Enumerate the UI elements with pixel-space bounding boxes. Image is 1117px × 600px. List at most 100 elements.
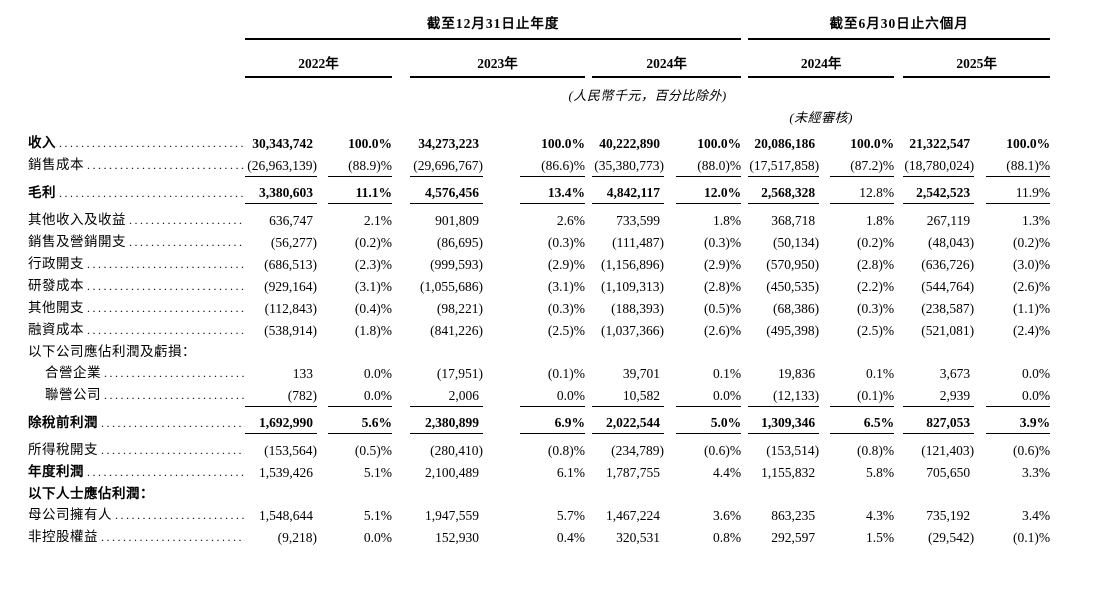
value-cell: (35,380,773) (592, 154, 664, 177)
percent-cell: 100.0% (697, 136, 742, 151)
percent-cell: (87.2)% (830, 154, 895, 177)
percent-cell: 5.1% (363, 508, 392, 523)
percent-cell: 0.0% (1022, 366, 1051, 381)
column-gap (819, 231, 830, 253)
percent-cell: (0.3)% (857, 301, 895, 316)
value-cell: (538,914) (264, 323, 317, 338)
column-gap (819, 362, 830, 384)
percent-cell: 12.0% (676, 181, 742, 204)
spacer-cell (28, 46, 245, 77)
percent-cell: (0.5)% (354, 443, 392, 458)
value-cell: (112,843) (264, 301, 317, 316)
column-gap (741, 275, 748, 297)
value-cell (748, 341, 819, 362)
financial-statement-page: 截至12月31日止年度 截至6月30日止六個月 2022年 2023年 2024… (28, 12, 1051, 548)
column-gap (894, 341, 903, 362)
table-row: 其他開支....................................… (28, 297, 1050, 319)
column-gap (664, 341, 676, 362)
year-column-header: 2022年 (245, 46, 392, 78)
percent-cell (676, 483, 741, 504)
column-gap (392, 297, 410, 319)
column-gap (585, 154, 592, 176)
column-gap (819, 132, 830, 154)
value-cell: 863,235 (771, 508, 816, 523)
column-gap (741, 483, 748, 504)
income-statement-table: 截至12月31日止年度 截至6月30日止六個月 2022年 2023年 2024… (28, 12, 1051, 548)
dot-leader: ........................................… (115, 508, 245, 522)
column-gap (585, 132, 592, 154)
value-cell: 2,939 (903, 384, 975, 407)
value-cell: 2,100,489 (425, 465, 479, 480)
column-gap (664, 209, 676, 231)
table-row: 非控股權益...................................… (28, 526, 1050, 548)
column-gap (819, 384, 830, 406)
year-column-header: 2024年 (592, 46, 742, 78)
value-cell (410, 341, 483, 362)
percent-cell: (2.2)% (857, 279, 895, 294)
percent-cell: 3.4% (1022, 508, 1051, 523)
table-row: 年度利潤....................................… (28, 461, 1050, 483)
percent-cell: 100.0% (541, 136, 585, 151)
column-gap (483, 253, 520, 275)
unit-note-row: (人民幣千元，百分比除外) (28, 77, 1050, 104)
column-gap (585, 253, 592, 275)
column-gap (894, 483, 903, 504)
row-label-cell: 合營企業....................................… (28, 362, 245, 384)
column-gap (483, 275, 520, 297)
column-gap (974, 504, 986, 526)
column-gap (585, 384, 592, 406)
value-cell: 30,343,742 (252, 136, 313, 151)
table-row: 銷售及營銷開支.................................… (28, 231, 1050, 253)
value-cell: (50,134) (773, 235, 820, 250)
column-gap (585, 297, 592, 319)
column-gap (894, 231, 903, 253)
percent-cell: (2.6)% (1013, 279, 1051, 294)
row-label: 非控股權益 (28, 529, 98, 544)
dot-leader: ........................................… (87, 323, 245, 337)
column-gap (819, 526, 830, 548)
value-cell: (234,789) (611, 443, 664, 458)
spacer-cell (28, 77, 245, 104)
row-label-cell: 銷售及營銷開支.................................… (28, 231, 245, 253)
column-gap (974, 154, 986, 176)
column-gap (317, 154, 328, 176)
value-cell: (1,109,313) (601, 279, 664, 294)
row-label: 以下人士應佔利潤： (28, 486, 154, 501)
value-cell: (98,221) (436, 301, 483, 316)
table-row: 以下公司應佔利潤及虧損： (28, 341, 1050, 362)
column-gap (894, 412, 903, 434)
row-label: 以下公司應佔利潤及虧損： (28, 344, 196, 359)
column-gap (664, 483, 676, 504)
value-cell: (18,780,024) (903, 154, 975, 177)
percent-cell: (0.3)% (704, 235, 742, 250)
column-gap (974, 319, 986, 341)
column-gap (664, 132, 676, 154)
percent-cell: (0.2)% (354, 235, 392, 250)
column-gap (392, 526, 410, 548)
column-gap (894, 362, 903, 384)
column-gap (741, 362, 748, 384)
dot-leader: ........................................… (87, 158, 245, 172)
percent-cell: (0.3)% (547, 301, 585, 316)
column-gap (974, 275, 986, 297)
percent-cell: 11.9% (986, 181, 1051, 204)
percent-cell: (0.6)% (704, 443, 742, 458)
row-label: 收入 (28, 135, 56, 150)
column-gap (483, 362, 520, 384)
value-cell: 1,787,755 (606, 465, 660, 480)
value-cell: 636,747 (269, 213, 313, 228)
column-gap (664, 526, 676, 548)
column-gap (819, 341, 830, 362)
percent-cell: 6.5% (830, 411, 895, 434)
value-cell: 705,650 (926, 465, 971, 480)
value-cell: (544,764) (921, 279, 975, 294)
column-gap (392, 319, 410, 341)
percent-cell (520, 341, 585, 362)
row-label-cell: 收入......................................… (28, 132, 245, 154)
value-cell: 4,842,117 (592, 181, 664, 204)
value-cell: (999,593) (430, 257, 483, 272)
column-gap (585, 483, 592, 504)
percent-cell: (2.9)% (547, 257, 585, 272)
percent-cell: 5.1% (363, 465, 392, 480)
value-cell: 2,542,523 (903, 181, 975, 204)
